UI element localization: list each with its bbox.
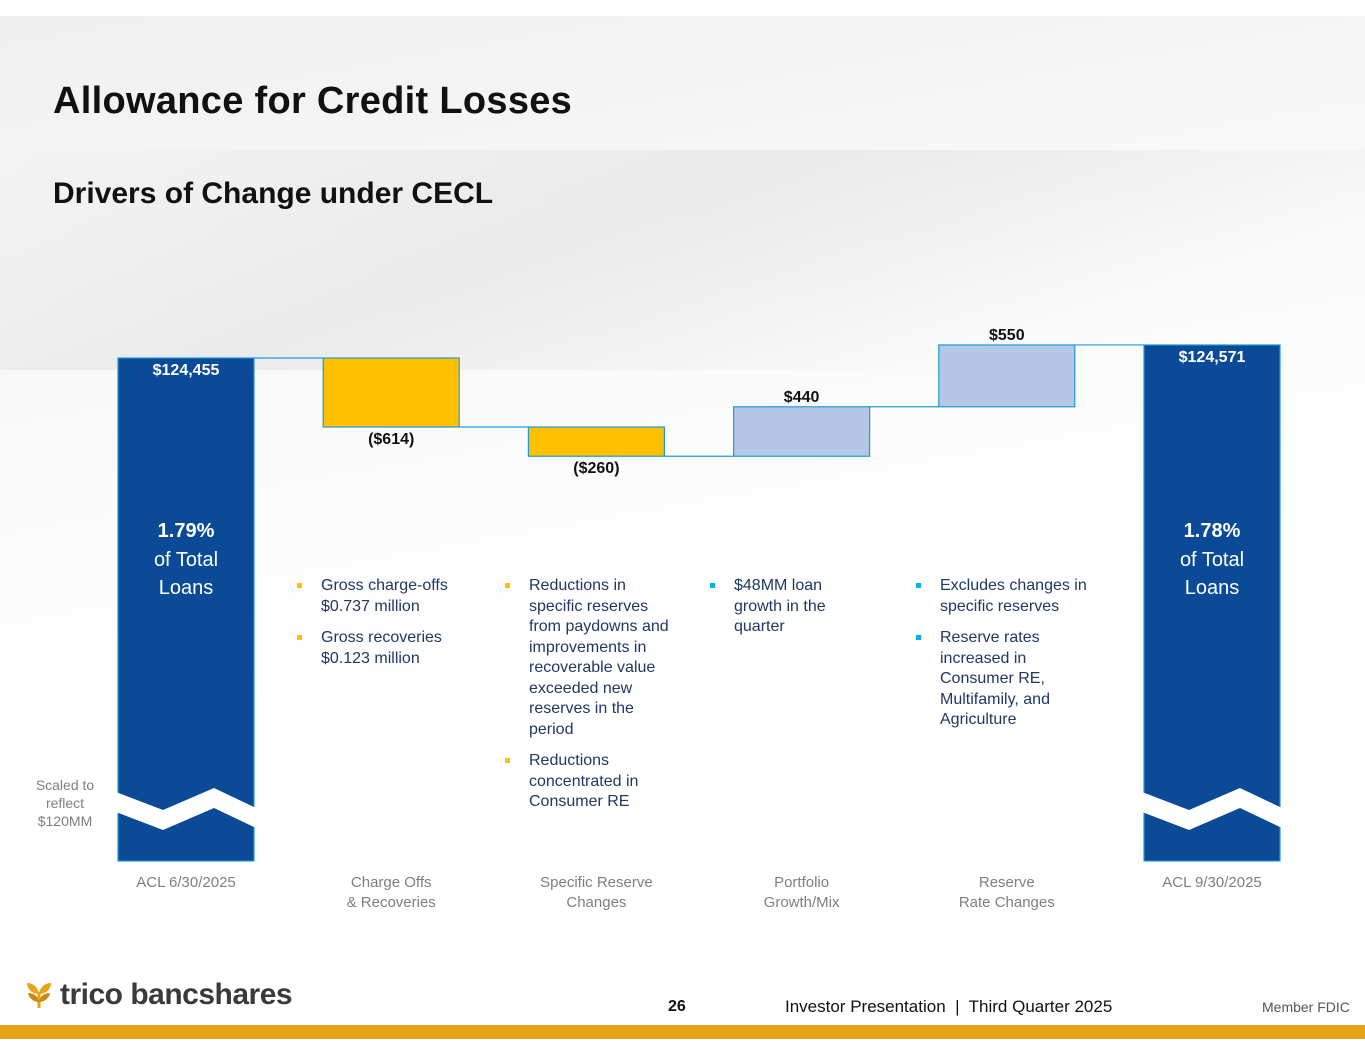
- category-label: Charge Offs: [351, 874, 432, 891]
- decrease-bar: [527, 426, 666, 457]
- bullet-item: Gross charge-offs $0.737 million: [297, 576, 472, 617]
- bullet-text: Reductions concentrated in Consumer RE: [529, 752, 639, 810]
- bullet-text: $48MM loan growth in the quarter: [734, 577, 826, 635]
- increase-bar: [732, 406, 871, 457]
- category-label: Reserve: [979, 874, 1035, 891]
- delta-value-label: ($614): [368, 431, 414, 448]
- pct-of-loans-label: of Total: [154, 549, 218, 571]
- background-streak: [0, 150, 1365, 370]
- total-value-label: $124,571: [1179, 349, 1246, 366]
- wheat-logo-icon: [27, 983, 51, 1008]
- total-value-label: $124,455: [153, 362, 220, 379]
- bullet-square-icon: [297, 635, 302, 640]
- bullet-text: Excludes changes in specific reserves: [940, 577, 1087, 615]
- bullet-item: Reductions in specific reserves from pay…: [505, 576, 677, 740]
- scaled-note: Scaled to reflect $120MM: [35, 777, 95, 829]
- bullets-charge-offs: Gross charge-offs $0.737 million Gross r…: [297, 576, 472, 680]
- bullet-text: Gross recoveries $0.123 million: [321, 629, 442, 667]
- bullet-square-icon: [916, 583, 921, 588]
- bullets-specific-reserve: Reductions in specific reserves from pay…: [505, 576, 677, 824]
- bullet-item: Reductions concentrated in Consumer RE: [505, 751, 677, 813]
- category-label: Changes: [566, 894, 626, 911]
- bullet-item: Gross recoveries $0.123 million: [297, 628, 472, 669]
- total-bar: [1143, 344, 1281, 862]
- category-label: & Recoveries: [347, 894, 436, 911]
- increase-bar: [938, 344, 1076, 408]
- decrease-bar: [322, 357, 460, 428]
- category-label: Portfolio: [774, 874, 829, 891]
- bullet-text: Reductions in specific reserves from pay…: [529, 577, 669, 738]
- page-title: Allowance for Credit Losses: [53, 80, 573, 122]
- bullet-text: Gross charge-offs $0.737 million: [321, 577, 448, 615]
- pct-of-loans-value: 1.79%: [158, 520, 215, 542]
- footer-accent-bar: [0, 1025, 1365, 1039]
- pct-of-loans-value: 1.78%: [1184, 520, 1241, 542]
- delta-value-label: $550: [989, 327, 1025, 344]
- bullet-square-icon: [710, 583, 715, 588]
- presentation-label: Investor Presentation | Third Quarter 20…: [785, 997, 1113, 1016]
- bullet-square-icon: [505, 583, 510, 588]
- category-label: Rate Changes: [959, 894, 1055, 911]
- member-fdic-label: Member FDIC: [1262, 999, 1350, 1015]
- bullet-item: Excludes changes in specific reserves: [916, 576, 1096, 617]
- delta-value-label: ($260): [573, 460, 619, 477]
- pct-of-loans-label: Loans: [159, 577, 214, 599]
- page-number: 26: [668, 998, 686, 1015]
- category-label: ACL 9/30/2025: [1162, 874, 1262, 891]
- bullet-square-icon: [505, 758, 510, 763]
- bullet-item: $48MM loan growth in the quarter: [710, 576, 860, 638]
- bullet-square-icon: [916, 635, 921, 640]
- page-subtitle: Drivers of Change under CECL: [53, 177, 494, 210]
- category-label: Specific Reserve: [540, 874, 653, 891]
- category-label: Growth/Mix: [764, 894, 840, 911]
- logo-wordmark: trico bancshares: [60, 978, 293, 1011]
- bullet-text: Reserve rates increased in Consumer RE, …: [940, 629, 1050, 728]
- bullet-item: Reserve rates increased in Consumer RE, …: [916, 628, 1096, 731]
- bullets-portfolio-growth: $48MM loan growth in the quarter: [710, 576, 860, 649]
- total-bar: [117, 357, 255, 862]
- category-label: ACL 6/30/2025: [136, 874, 236, 891]
- bullet-square-icon: [297, 583, 302, 588]
- bullets-reserve-rate: Excludes changes in specific reserves Re…: [916, 576, 1096, 742]
- pct-of-loans-label: of Total: [1180, 549, 1244, 571]
- scale-break-icon: [1142, 788, 1282, 830]
- scale-break-icon: [116, 788, 256, 830]
- delta-value-label: $440: [784, 389, 820, 406]
- company-logo: trico bancshares: [24, 978, 293, 1012]
- pct-of-loans-label: Loans: [1185, 577, 1240, 599]
